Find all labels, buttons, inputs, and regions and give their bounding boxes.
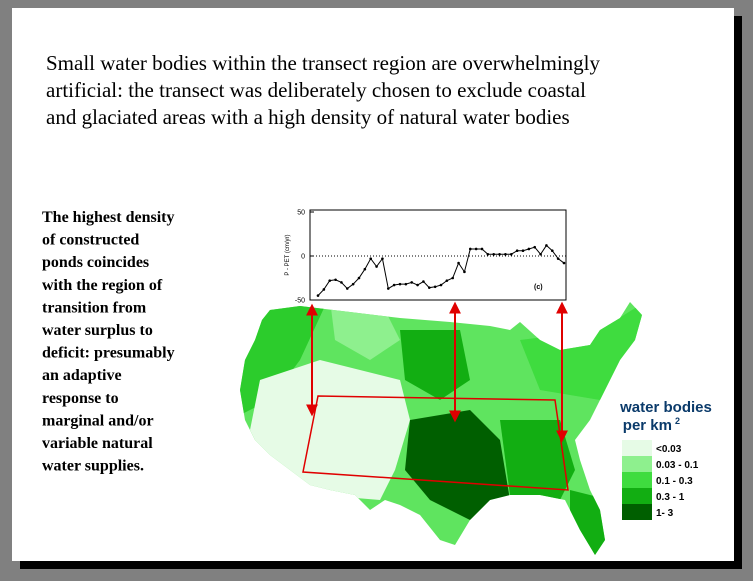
intro-line: and glaciated areas with a high density …: [46, 105, 570, 129]
point: [521, 249, 525, 253]
point: [492, 252, 496, 256]
y-tick-label: -50: [295, 298, 305, 305]
map-region: [250, 360, 410, 500]
intro-line: Small water bodies within the transect r…: [46, 51, 601, 75]
point: [351, 282, 355, 286]
map-region: [405, 410, 510, 520]
point: [515, 249, 519, 253]
point: [480, 247, 484, 251]
point: [404, 282, 408, 286]
legend-swatch: [622, 488, 652, 504]
point: [486, 252, 490, 256]
point: [363, 267, 367, 271]
y-tick-label: 50: [297, 210, 305, 217]
side-line: marginal and/or: [42, 412, 154, 429]
legend-swatch: [622, 472, 652, 488]
legend-subtitle-sup: 2: [675, 416, 680, 426]
point: [556, 257, 560, 260]
legend-swatch: [622, 440, 652, 456]
point: [369, 257, 373, 260]
point: [539, 252, 542, 256]
legend-swatch: [622, 456, 652, 472]
side-line: variable natural: [42, 435, 153, 452]
y-axis-label: P - PET (cm/yr): [285, 234, 291, 275]
point: [439, 283, 443, 287]
point: [334, 278, 337, 282]
legend-label: 0.03 - 0.1: [656, 460, 699, 471]
point: [545, 244, 548, 247]
side-line: The highest density: [42, 209, 174, 226]
side-line: water surplus to: [42, 322, 153, 339]
point: [340, 281, 343, 284]
point: [562, 261, 566, 265]
point: [468, 247, 472, 251]
point: [316, 294, 320, 297]
side-line: with the region of: [42, 277, 163, 294]
side-line: water supplies.: [42, 458, 144, 475]
point: [533, 245, 537, 249]
point: [357, 276, 361, 280]
transect: [302, 395, 569, 491]
point: [509, 252, 513, 256]
point: [416, 283, 419, 287]
point: [345, 287, 349, 290]
side-line: transition from: [42, 299, 147, 316]
point: [398, 282, 402, 286]
point: [375, 265, 378, 268]
legend-label: 1- 3: [656, 508, 674, 519]
y-tick-label: 0: [301, 254, 305, 261]
chart-frame: [309, 209, 567, 301]
side-line: an adaptive: [42, 367, 122, 384]
point: [498, 252, 501, 256]
point: [527, 247, 531, 251]
side-line: deficit: presumably: [42, 345, 175, 362]
legend-label: 0.3 - 1: [656, 492, 685, 503]
point: [550, 249, 554, 253]
point: [445, 279, 449, 282]
point: [410, 281, 414, 284]
legend-label: 0.1 - 0.3: [656, 476, 693, 487]
point: [392, 283, 396, 287]
legend-swatch: [622, 504, 652, 520]
point: [504, 252, 507, 256]
point: [381, 257, 384, 260]
side-line: response to: [42, 390, 119, 407]
side-line: ponds coincides: [42, 254, 149, 271]
legend-subtitle: per km: [623, 417, 672, 434]
point: [322, 288, 326, 291]
point: [422, 280, 425, 283]
point: [463, 270, 466, 274]
legend-label: <0.03: [656, 444, 682, 455]
point: [474, 247, 478, 251]
point: [328, 279, 332, 282]
intro-line: artificial: the transect was deliberatel…: [46, 78, 586, 102]
point: [457, 261, 460, 265]
side-line: of constructed: [42, 232, 139, 249]
annotation: (c): [534, 284, 543, 291]
point: [451, 276, 455, 280]
point: [433, 285, 437, 289]
point: [386, 287, 390, 290]
legend-title: water bodies: [619, 399, 712, 416]
point: [427, 286, 431, 289]
